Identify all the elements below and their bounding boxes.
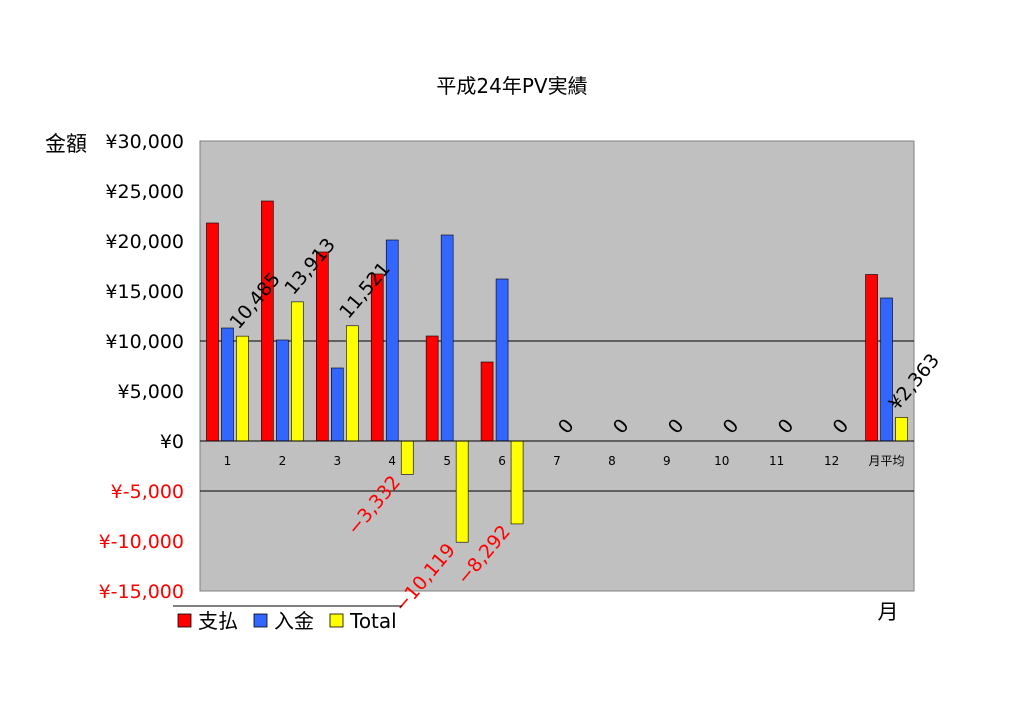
- x-tick-label: 2: [279, 454, 287, 468]
- bar-支払-4: [370, 273, 384, 442]
- x-tick-label: 11: [769, 454, 784, 468]
- legend-label: 入金: [274, 609, 314, 633]
- bar-入金-月平均: [880, 297, 893, 442]
- bar-Total-3: [346, 325, 359, 442]
- bar-Total-1: [236, 335, 249, 442]
- x-tick-label: 9: [663, 454, 671, 468]
- bar-入金-5: [440, 234, 454, 442]
- x-tick-label: 1: [224, 454, 232, 468]
- bar-支払-1: [206, 222, 219, 442]
- bar-支払-5: [425, 335, 439, 442]
- x-ticks: 1 2 3 4 5 6 7 8 9 10 11 12 月平均: [224, 454, 905, 468]
- y-tick-label: ¥5,000: [118, 381, 184, 403]
- bar-入金-1: [221, 327, 234, 442]
- legend-swatch-入金: [253, 613, 268, 628]
- legend: 支払 入金 Total: [173, 605, 402, 633]
- x-tick-label: 10: [714, 454, 729, 468]
- x-axis-label: 月: [878, 600, 899, 624]
- y-tick-label: ¥-10,000: [99, 531, 184, 553]
- bar-入金-2: [276, 339, 289, 442]
- y-tick-label: ¥0: [160, 431, 184, 453]
- y-tick-label: ¥-15,000: [99, 581, 184, 603]
- bar-Total-月平均: [895, 417, 908, 442]
- x-tick-label: 6: [498, 454, 506, 468]
- x-tick-label: 月平均: [869, 454, 905, 468]
- bar-Total-4: [400, 440, 414, 475]
- bar-入金-6: [495, 278, 509, 442]
- bar-支払-6: [480, 361, 494, 442]
- y-tick-label: ¥15,000: [105, 281, 184, 303]
- y-ticks: ¥30,000 ¥25,000 ¥20,000 ¥15,000 ¥10,000 ¥5,00…: [99, 131, 184, 603]
- y-tick-label: ¥30,000: [105, 131, 184, 153]
- x-tick-label: 5: [443, 454, 451, 468]
- legend-label: Total: [349, 609, 397, 633]
- bar-Total-6: [510, 440, 524, 525]
- plot-area: [199, 140, 915, 592]
- x-tick-label: 8: [608, 454, 616, 468]
- chart-title: 平成24年PV実績: [436, 74, 587, 98]
- legend-label: 支払: [198, 609, 238, 633]
- y-tick-label: ¥-5,000: [111, 481, 184, 503]
- bar-支払-月平均: [865, 274, 878, 442]
- bar-支払-3: [316, 251, 329, 442]
- x-tick-label: 12: [824, 454, 839, 468]
- bar-Total-5: [455, 440, 469, 543]
- x-tick-label: 3: [333, 454, 341, 468]
- x-tick-label: 4: [388, 454, 396, 468]
- y-tick-label: ¥20,000: [105, 231, 184, 253]
- bar-入金-3: [331, 367, 344, 442]
- y-tick-label: ¥25,000: [105, 181, 184, 203]
- bar-Total-2: [291, 301, 304, 442]
- y-axis-label: 金額: [45, 132, 87, 156]
- bar-支払-2: [261, 200, 274, 442]
- x-tick-label: 7: [553, 454, 561, 468]
- legend-swatch-支払: [177, 613, 192, 628]
- y-tick-label: ¥10,000: [105, 331, 184, 353]
- legend-swatch-Total: [329, 613, 344, 628]
